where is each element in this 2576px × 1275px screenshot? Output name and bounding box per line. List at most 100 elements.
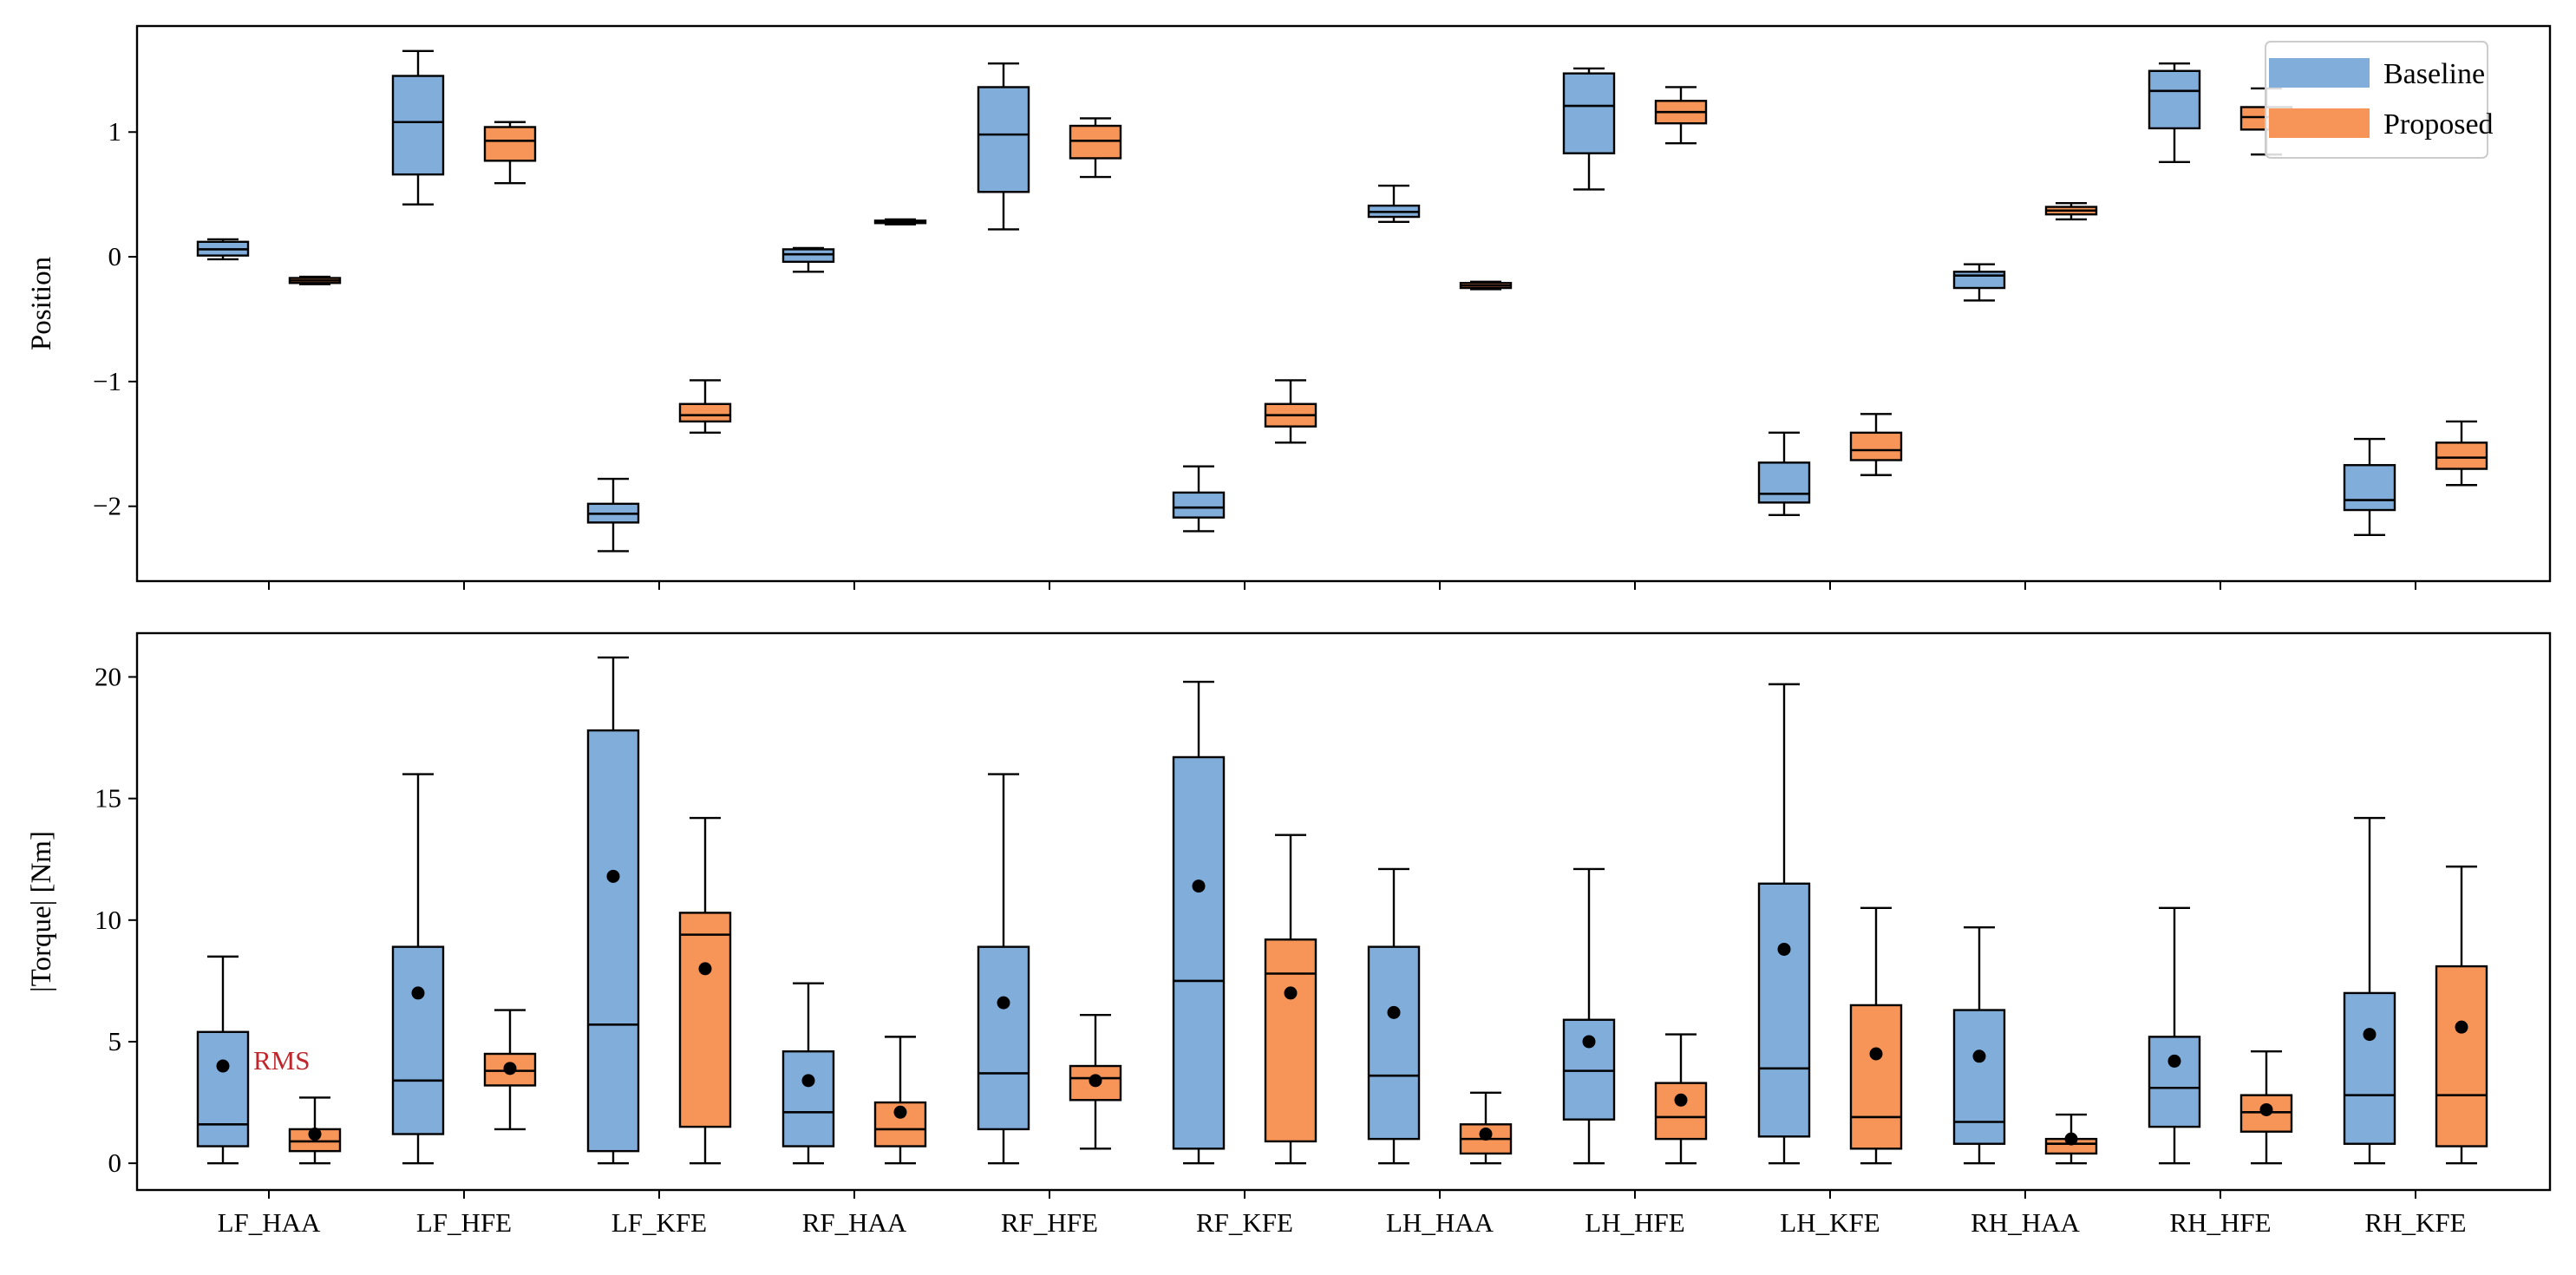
legend: Baseline Proposed — [2265, 41, 2494, 159]
box-body — [196, 1030, 250, 1148]
plot-frame — [135, 24, 2552, 583]
baseline-box-LH_KFE — [1757, 431, 1811, 516]
baseline-legend-swatch — [2269, 58, 2370, 88]
box-body — [586, 729, 640, 1153]
torque-panel: 0 5 10 15 20 |Torque| [Nm] LF_HAA LF_HFE LF_KFE R… — [26, 631, 2552, 1238]
x-tick-label: RF_KFE — [1196, 1207, 1293, 1238]
rms-marker — [1972, 1049, 1986, 1063]
plot-frame — [135, 631, 2552, 1192]
proposed-box-RF_HFE — [1069, 1013, 1122, 1150]
box-body — [1367, 945, 1421, 1141]
rms-marker — [997, 996, 1010, 1010]
rms-marker — [893, 1105, 907, 1119]
y-tick-label: 0 — [108, 1148, 122, 1178]
proposed-box-LH_HFE — [1654, 86, 1708, 145]
baseline-box-LH_HFE — [1562, 67, 1616, 191]
box-body — [1264, 938, 1317, 1143]
proposed-box-RH_KFE — [2435, 420, 2488, 487]
box-body — [781, 1050, 835, 1148]
proposed-box-RF_HAA — [873, 218, 927, 226]
baseline-box-RH_HAA — [1952, 926, 2006, 1165]
rms-marker — [1582, 1035, 1596, 1049]
y-tick-label: −1 — [93, 366, 121, 396]
baseline-box-RH_HFE — [2148, 906, 2201, 1165]
rms-marker — [2455, 1020, 2468, 1034]
box-body — [2148, 1036, 2201, 1128]
rms-marker — [1674, 1093, 1688, 1107]
x-tick-label: LF_KFE — [611, 1207, 707, 1238]
proposed-box-RH_KFE — [2435, 865, 2488, 1165]
rms-marker — [801, 1074, 815, 1088]
box-body — [678, 402, 732, 423]
proposed-box-RH_HAA — [2044, 202, 2098, 221]
rms-marker — [2363, 1028, 2377, 1042]
rms-marker — [1192, 879, 1206, 893]
baseline-box-RF_HFE — [977, 62, 1030, 231]
proposed-box-RF_HAA — [873, 1036, 927, 1165]
y-tick-label: 15 — [95, 783, 121, 814]
x-tick-label: LH_KFE — [1780, 1207, 1880, 1238]
y-axis-label: |Torque| [Nm] — [26, 831, 57, 992]
box-body — [977, 945, 1030, 1131]
proposed-box-RF_KFE — [1264, 834, 1317, 1165]
box-body — [1654, 1082, 1708, 1141]
x-tick-label: RH_HFE — [2169, 1207, 2271, 1238]
proposed-box-LH_HFE — [1654, 1033, 1708, 1165]
x-tick-label: RH_KFE — [2364, 1207, 2466, 1238]
baseline-box-RF_HAA — [781, 246, 835, 273]
baseline-legend-label: Baseline — [2383, 58, 2485, 90]
x-tick-label: LF_HFE — [416, 1207, 512, 1238]
x-tick-label: LF_HAA — [218, 1207, 321, 1238]
box-body — [1952, 1009, 2006, 1145]
rms-marker — [1869, 1047, 1883, 1061]
rms-marker — [411, 986, 425, 1000]
box-body — [2148, 69, 2201, 130]
baseline-box-LH_KFE — [1757, 683, 1811, 1165]
proposed-box-LF_HAA — [288, 1096, 342, 1165]
box-body — [1069, 124, 1122, 160]
y-tick-label: −2 — [93, 491, 121, 521]
proposed-box-RH_HAA — [2044, 1113, 2098, 1165]
baseline-box-RH_KFE — [2343, 437, 2396, 536]
box-body — [483, 126, 537, 162]
baseline-box-RH_HFE — [2148, 62, 2201, 163]
x-tick-label: LH_HAA — [1386, 1207, 1494, 1238]
rms-marker — [1284, 986, 1298, 1000]
baseline-box-LH_HFE — [1562, 867, 1616, 1165]
box-body — [1849, 1004, 1903, 1150]
proposed-box-LF_HFE — [483, 121, 537, 185]
baseline-box-LF_KFE — [586, 656, 640, 1165]
rms-marker — [308, 1128, 322, 1141]
baseline-box-LH_HAA — [1367, 184, 1421, 223]
proposed-box-LH_HAA — [1459, 1091, 1513, 1165]
x-tick-label: RF_HFE — [1001, 1207, 1098, 1238]
proposed-box-LF_KFE — [678, 379, 732, 435]
rms-marker — [606, 869, 620, 883]
box-body — [2435, 964, 2488, 1148]
box-body — [1849, 431, 1903, 461]
proposed-box-LF_KFE — [678, 816, 732, 1165]
proposed-box-RF_HFE — [1069, 117, 1122, 179]
rms-marker — [2259, 1102, 2273, 1116]
rms-marker — [1089, 1074, 1102, 1088]
x-tick-label: LH_HFE — [1585, 1207, 1684, 1238]
baseline-box-RF_HAA — [781, 982, 835, 1165]
rms-marker — [1387, 1005, 1401, 1019]
baseline-box-LF_HAA — [196, 955, 250, 1165]
proposed-box-LH_KFE — [1849, 906, 1903, 1165]
baseline-box-LH_HAA — [1367, 867, 1421, 1165]
baseline-box-RF_HFE — [977, 773, 1030, 1165]
baseline-box-LF_HFE — [391, 773, 445, 1165]
box-body — [781, 248, 835, 264]
rms-marker — [2064, 1132, 2078, 1146]
y-tick-label: 5 — [108, 1026, 122, 1056]
baseline-box-RF_KFE — [1172, 465, 1226, 533]
baseline-box-LF_KFE — [586, 477, 640, 552]
box-body — [1757, 461, 1811, 504]
y-axis-label: Position — [26, 257, 57, 350]
box-body — [2435, 441, 2488, 470]
proposed-box-RH_HFE — [2239, 1050, 2293, 1165]
rms-marker — [1479, 1128, 1493, 1141]
baseline-box-LF_HFE — [391, 49, 445, 206]
